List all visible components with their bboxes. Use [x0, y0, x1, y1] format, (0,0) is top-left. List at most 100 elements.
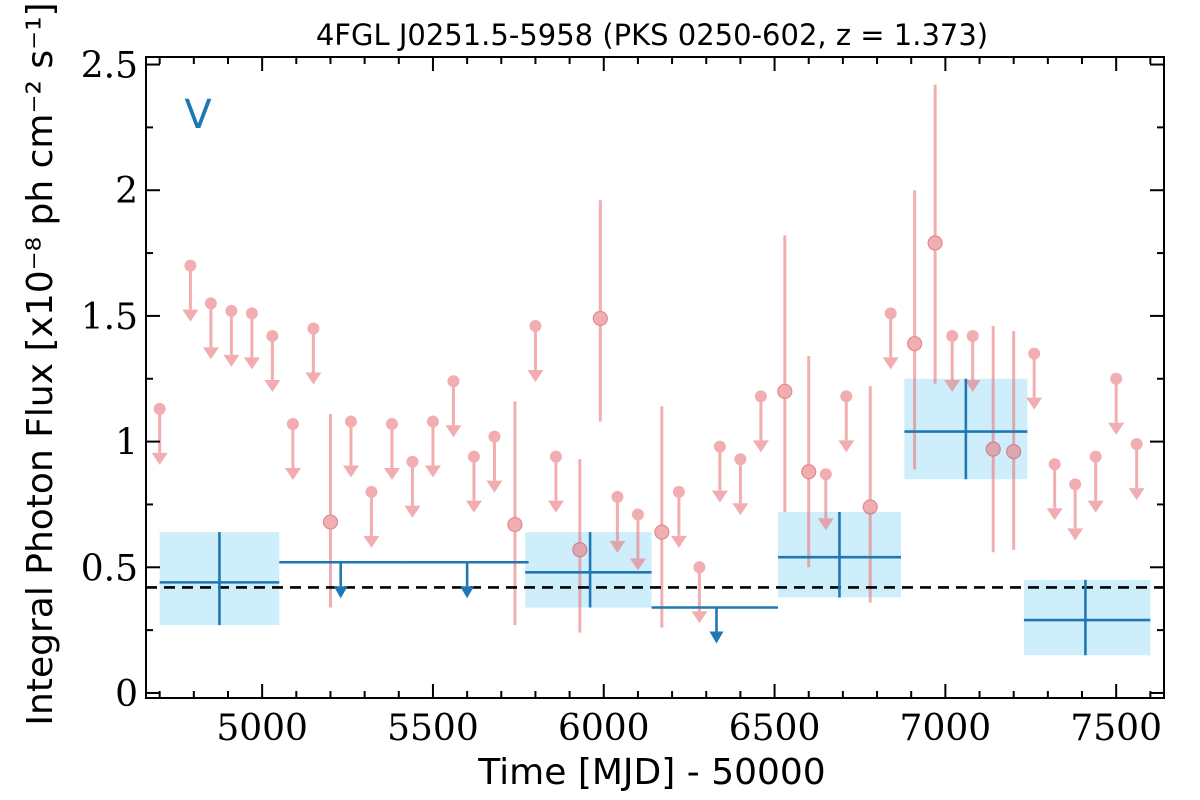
fine-upper-limit-arrowhead: [486, 480, 503, 493]
fine-upper-limit-point: [713, 440, 726, 453]
fine-upper-limit-arrowhead: [151, 452, 168, 465]
fine-upper-limit-point: [734, 453, 747, 466]
fine-upper-limit: [527, 319, 544, 382]
fine-upper-limit-arrowhead: [465, 500, 482, 513]
fine-upper-limit-point: [488, 430, 501, 443]
fine-upper-limit: [1067, 478, 1084, 541]
fine-upper-limit-point: [672, 485, 685, 498]
fine-upper-limit: [817, 468, 834, 531]
fine-upper-limit-arrowhead: [629, 558, 646, 571]
fine-detection: [1006, 330, 1022, 550]
fine-upper-limit-arrowhead: [1046, 508, 1063, 521]
fine-upper-limit: [284, 418, 301, 481]
fine-upper-limit: [629, 508, 646, 571]
fine-upper-limit: [838, 390, 855, 453]
fine-detection-point: [927, 235, 943, 251]
fine-upper-limit-arrowhead: [182, 309, 199, 322]
axis-tick-labels: 5000 5500 6000 6500 7000 7500 0 0.5 1 1.5 2 2.5: [81, 46, 1162, 749]
coarse-upper-limit-arrowhead: [333, 586, 348, 599]
fine-detection-point: [322, 514, 339, 530]
fine-upper-limit: [182, 259, 199, 322]
fine-upper-limit-arrowhead: [1108, 422, 1125, 435]
fine-upper-limit: [1087, 450, 1104, 513]
fine-upper-limit: [1128, 438, 1145, 501]
fine-detection-point: [1006, 444, 1022, 460]
axis-ticks: [146, 57, 1164, 698]
fine-upper-limit: [547, 450, 564, 513]
fine-upper-limit: [882, 307, 899, 370]
fine-upper-limit-point: [1028, 347, 1041, 360]
fine-upper-limit-point: [184, 259, 197, 272]
fine-upper-limit-point: [467, 450, 480, 463]
fine-upper-limit-point: [447, 375, 460, 388]
fine-upper-limit-arrowhead: [1128, 488, 1145, 501]
fine-upper-limit-arrowhead: [711, 490, 728, 503]
fine-upper-limit-point: [1110, 372, 1123, 385]
fine-upper-limit: [445, 375, 462, 438]
fine-upper-limit-point: [754, 390, 767, 403]
coarse-upper-limit-arrowhead: [460, 586, 475, 599]
fine-detection: [907, 190, 923, 470]
fine-upper-limit-arrowhead: [609, 540, 626, 553]
x-tick-label: 5000: [216, 708, 308, 749]
fine-upper-limit-point: [819, 468, 832, 481]
fine-upper-limit-point: [611, 490, 624, 503]
fine-bin-series: [151, 84, 1145, 633]
fine-upper-limit: [964, 330, 981, 393]
fine-upper-limit-arrowhead: [445, 425, 462, 438]
fine-upper-limit-arrowhead: [404, 505, 421, 518]
fine-detection: [572, 459, 588, 633]
fine-upper-limit-arrowhead: [732, 503, 749, 516]
fine-upper-limit-point: [245, 307, 258, 320]
fine-upper-limit-arrowhead: [1026, 397, 1043, 410]
fine-upper-limit: [243, 307, 260, 370]
fine-upper-limit-point: [307, 322, 320, 335]
fine-upper-limit-point: [946, 330, 959, 343]
panel-label: V: [184, 92, 212, 138]
x-tick-label: 6500: [729, 708, 821, 749]
fine-upper-limit: [752, 390, 769, 453]
fine-upper-limit: [1026, 347, 1043, 410]
fine-upper-limit-point: [884, 307, 897, 320]
fine-upper-limit: [223, 304, 240, 367]
x-tick-label: 5500: [387, 708, 479, 749]
fine-upper-limit-point: [840, 390, 853, 403]
y-tick-label: 1.5: [81, 297, 138, 338]
fine-upper-limit-arrowhead: [243, 357, 260, 370]
fine-upper-limit: [342, 415, 359, 478]
fine-upper-limit-point: [1048, 458, 1061, 471]
fine-upper-limit-arrowhead: [424, 465, 441, 478]
fine-upper-limit: [363, 485, 380, 548]
fine-upper-limit-point: [631, 508, 644, 521]
fine-upper-limit-point: [286, 418, 299, 431]
fine-upper-limit-arrowhead: [305, 372, 322, 385]
fine-upper-limit-arrowhead: [1067, 528, 1084, 541]
fine-upper-limit: [424, 415, 441, 478]
fine-upper-limit-point: [549, 450, 562, 463]
coarse-bin-bands: [159, 378, 1151, 656]
fine-upper-limit-point: [153, 402, 166, 415]
fine-upper-limit: [465, 450, 482, 513]
fine-detection: [654, 406, 670, 628]
fine-upper-limit: [404, 455, 421, 518]
fine-upper-limit-point: [966, 330, 979, 343]
fine-detection-point: [801, 464, 817, 480]
fine-upper-limit-point: [1089, 450, 1102, 463]
fine-detection-point: [985, 441, 1001, 457]
fine-upper-limit-arrowhead: [527, 369, 544, 382]
fine-upper-limit: [944, 330, 961, 393]
fine-upper-limit-point: [266, 330, 279, 343]
fine-detection-point: [907, 335, 923, 352]
fine-upper-limit-point: [1130, 438, 1143, 451]
fine-upper-limit-arrowhead: [670, 535, 687, 548]
fine-detection: [777, 235, 793, 512]
fine-upper-limit: [670, 485, 687, 548]
y-axis-title: Integral Photon Flux [x10⁻⁸ ph cm⁻² s⁻¹]: [20, 2, 61, 725]
coarse-bin-band: [1023, 579, 1151, 656]
fine-upper-limit: [305, 322, 322, 385]
fine-upper-limit-point: [204, 297, 217, 310]
fine-detection-point: [777, 383, 793, 399]
fine-upper-limit-point: [385, 418, 398, 431]
fine-upper-limit-arrowhead: [284, 468, 301, 481]
